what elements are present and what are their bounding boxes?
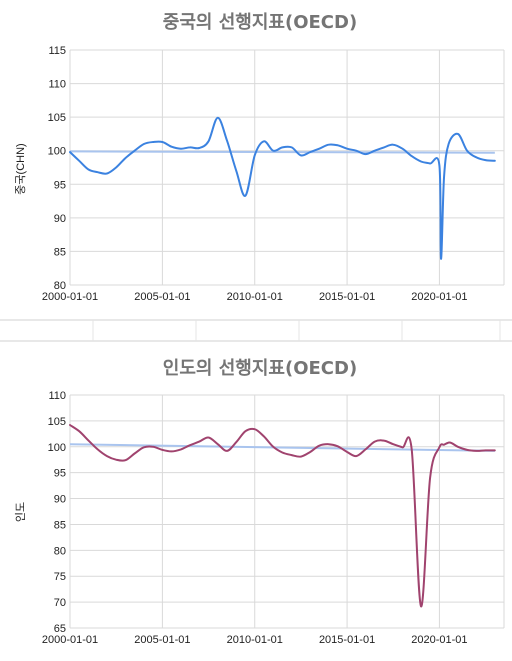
chart-india: 인도의 선행지표(OECD) 65 70 75 80 85 90 95 100 105 110 20… [14,358,505,646]
y-tick-label: 65 [54,623,66,635]
x-tick-label: 2020-01-01 [411,634,467,646]
y-tick-label: 105 [48,112,66,124]
chart-china: 중국의 선행지표(OECD) 80 85 90 95 100 105 110 115 2000-… [15,12,505,303]
y-tick-label: 95 [54,468,66,480]
y-axis-label: 인도 [14,502,27,522]
y-tick-label: 70 [54,597,66,609]
series-line [69,424,496,608]
chart-title: 중국의 선행지표(OECD) [163,12,357,33]
x-tick-label: 2010-01-01 [227,291,283,303]
x-tick-label: 2000-01-01 [42,634,98,646]
x-tick-label: 2020-01-01 [411,291,467,303]
y-tick-label: 95 [54,179,66,191]
y-tick-label: 90 [54,213,66,225]
series-line [69,116,496,260]
chart-title: 인도의 선행지표(OECD) [163,358,357,379]
plot-area: 80 85 90 95 100 105 110 115 2000-01-01 2005-01-01… [42,45,505,303]
y-tick-label: 80 [54,280,66,292]
y-tick-label: 105 [48,416,66,428]
y-tick-label: 100 [48,442,66,454]
chart-divider [0,319,512,342]
y-tick-label: 100 [48,146,66,158]
plot-area: 65 70 75 80 85 90 95 100 105 110 2000-01-01 2005-01… [42,390,505,646]
x-tick-label: 2015-01-01 [319,634,375,646]
y-tick-label: 85 [54,519,66,531]
y-tick-label: 80 [54,545,66,557]
trend-line [69,150,495,154]
y-tick-label: 85 [54,246,66,258]
y-tick-label: 110 [48,390,66,402]
y-tick-label: 90 [54,494,66,506]
x-tick-label: 2015-01-01 [319,291,375,303]
y-tick-label: 75 [54,571,66,583]
x-tick-label: 2005-01-01 [134,634,190,646]
y-axis-label: 중국(CHN) [15,143,27,194]
trend-line [69,443,495,452]
x-tick-label: 2000-01-01 [42,291,98,303]
y-tick-label: 115 [48,45,66,57]
x-tick-label: 2005-01-01 [134,291,190,303]
x-tick-label: 2010-01-01 [227,634,283,646]
y-tick-label: 110 [48,79,66,91]
